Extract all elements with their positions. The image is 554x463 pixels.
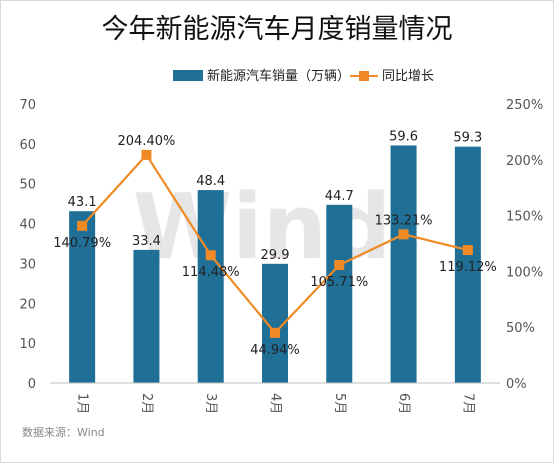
bar-value-label: 48.4 xyxy=(196,174,225,189)
line-value-label: 119.12% xyxy=(439,260,497,275)
bar xyxy=(197,190,224,383)
legend-bar-swatch xyxy=(173,70,203,81)
bar xyxy=(454,146,481,383)
line-point xyxy=(270,327,280,338)
line-value-label: 133.21% xyxy=(375,213,433,228)
left-tick-label: 30 xyxy=(19,257,36,272)
line-point xyxy=(77,220,88,231)
bar-value-label: 33.4 xyxy=(132,234,161,249)
legend-bar-label: 新能源汽车销量（万辆） xyxy=(207,68,350,84)
line-value-label: 204.40% xyxy=(118,134,176,149)
bar-value-label: 59.3 xyxy=(453,131,482,146)
left-tick-label: 50 xyxy=(19,178,36,193)
left-y-axis: 0 10 20 30 40 50 60 70 xyxy=(19,98,36,392)
category-label: 6月 xyxy=(396,393,411,414)
line-point xyxy=(398,229,409,240)
left-tick-label: 10 xyxy=(19,337,36,352)
chart-title: 今年新能源汽车月度销量情况 xyxy=(102,14,453,45)
left-tick-label: 20 xyxy=(19,297,36,312)
category-label: 3月 xyxy=(203,393,218,414)
bar-value-label: 29.9 xyxy=(261,248,290,263)
bar xyxy=(390,145,417,383)
line-value-label: 114.48% xyxy=(182,265,240,280)
right-tick-label: 200% xyxy=(506,154,543,169)
bar xyxy=(133,249,160,383)
line-point xyxy=(462,245,473,256)
right-y-axis: 0% 50% 100% 150% 200% 250% xyxy=(506,98,543,392)
line-point xyxy=(141,149,152,160)
category-label: 4月 xyxy=(268,393,283,414)
line-value-label: 105.71% xyxy=(310,275,368,290)
category-label: 5月 xyxy=(332,393,347,414)
source-note: 数据来源：Wind xyxy=(22,425,105,439)
right-tick-label: 100% xyxy=(506,265,543,280)
right-tick-label: 0% xyxy=(506,377,527,392)
category-label: 1月 xyxy=(75,393,90,414)
category-label: 7月 xyxy=(460,393,475,414)
line-point xyxy=(334,260,345,271)
line-value-label: 140.79% xyxy=(53,236,111,251)
line-value-label: 44.94% xyxy=(250,343,300,358)
legend: 新能源汽车销量（万辆） 同比增长 xyxy=(173,68,434,84)
left-tick-label: 70 xyxy=(19,98,36,113)
line-series: 140.79% 204.40% 114.48% 44.94% 105.71% 133.21… xyxy=(53,134,497,358)
left-tick-label: 0 xyxy=(28,377,36,392)
line-point xyxy=(205,250,216,261)
right-tick-label: 150% xyxy=(506,210,543,225)
category-label: 2月 xyxy=(139,393,154,414)
bar xyxy=(326,204,353,383)
bar-value-label: 44.7 xyxy=(325,189,354,204)
bar xyxy=(69,211,96,383)
bar-value-label: 59.6 xyxy=(389,129,418,144)
left-tick-label: 40 xyxy=(19,218,36,233)
bar-value-label: 43.1 xyxy=(68,195,97,210)
legend-line-marker xyxy=(359,71,369,81)
left-tick-label: 60 xyxy=(19,138,36,153)
legend-line-label: 同比增长 xyxy=(382,69,434,84)
right-tick-label: 250% xyxy=(506,98,543,113)
right-tick-label: 50% xyxy=(506,321,535,336)
x-axis: 1月 2月 3月 4月 5月 6月 7月 xyxy=(50,382,500,414)
